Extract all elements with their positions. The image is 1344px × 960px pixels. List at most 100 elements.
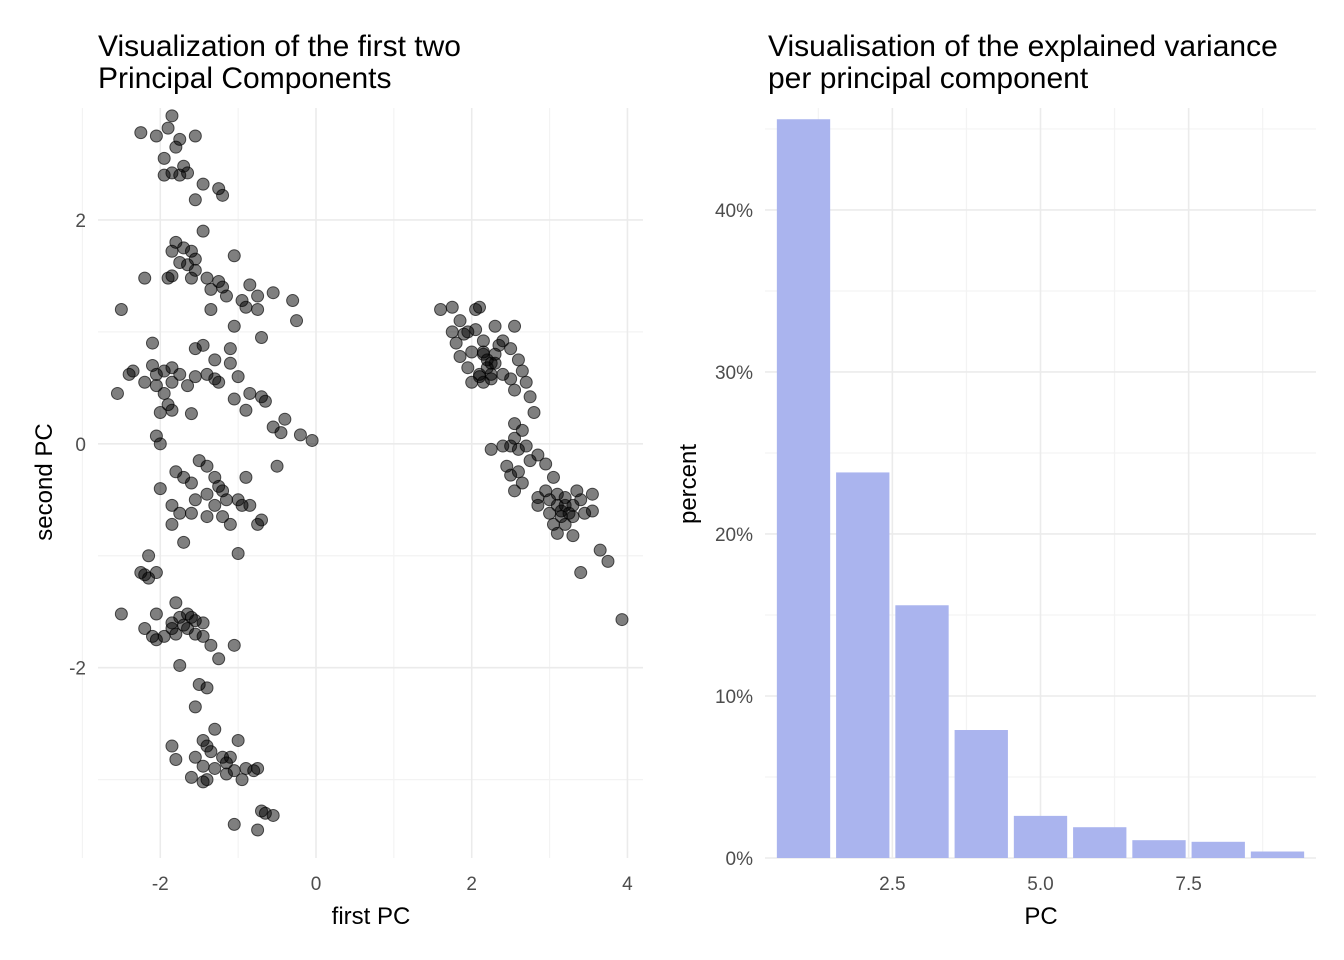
scatter-point <box>484 442 498 456</box>
scatter-point <box>142 549 156 563</box>
scatter-point <box>223 356 237 370</box>
scatter-point <box>527 405 541 419</box>
bar-x-axis-title: PC <box>1024 903 1057 930</box>
scatter-point <box>138 375 152 389</box>
scatter-point <box>554 504 568 518</box>
scatter-point <box>593 543 607 557</box>
scatter-point <box>476 345 490 359</box>
scatter-point <box>212 652 226 666</box>
bar-y-axis-title: percent <box>675 444 702 524</box>
bar-y-tick-label: 20% <box>715 525 753 546</box>
scatter-point <box>196 224 210 238</box>
scatter-y-tick-label: 0 <box>75 435 86 456</box>
scatter-tick-labels: -2 0 2 4 -2 0 2 <box>69 211 633 895</box>
scatter-point <box>165 739 179 753</box>
scatter-point <box>251 761 265 775</box>
scatter-point <box>231 547 245 561</box>
bar-title-line-2: per principal component <box>768 62 1089 95</box>
scatter-point <box>449 336 463 350</box>
scatter-point <box>266 808 280 822</box>
scatter-title-line-2: Principal Components <box>98 62 391 95</box>
scatter-point <box>496 439 510 453</box>
scatter-point <box>212 375 226 389</box>
bar-pc-8 <box>1191 841 1245 858</box>
scatter-point <box>208 761 222 775</box>
scatter-point <box>453 314 467 328</box>
scatter-x-tick-label: 4 <box>622 874 633 895</box>
scatter-x-tick-label: -2 <box>152 874 169 895</box>
scatter-point <box>574 493 588 507</box>
scatter-point <box>531 448 545 462</box>
scatter-title-line-1: Visualization of the first two <box>98 30 461 63</box>
scatter-point <box>519 375 533 389</box>
scatter-point <box>138 271 152 285</box>
scatter-point <box>227 817 241 831</box>
scatter-point <box>181 607 195 621</box>
scatter-point <box>484 367 498 381</box>
scatter-point <box>196 616 210 630</box>
scatter-point <box>566 510 580 524</box>
scatter-point <box>153 405 167 419</box>
scatter-point <box>461 361 475 375</box>
scatter-point <box>181 379 195 393</box>
scatter-point <box>188 750 202 764</box>
scatter-point <box>204 638 218 652</box>
scatter-point <box>270 459 284 473</box>
scatter-point <box>177 535 191 549</box>
bar-pc-2 <box>836 472 890 858</box>
scatter-point <box>184 476 198 490</box>
scatter-point <box>251 517 265 531</box>
scatter-point <box>550 526 564 540</box>
scatter-point <box>208 498 222 512</box>
scatter-point <box>305 433 319 447</box>
scatter-point <box>188 193 202 207</box>
scatter-point <box>181 166 195 180</box>
scatter-point <box>511 353 525 367</box>
scatter-point <box>196 775 210 789</box>
scatter-point <box>585 487 599 501</box>
scatter-point <box>149 607 163 621</box>
scatter-point <box>251 302 265 316</box>
scatter-point <box>255 330 268 344</box>
bar-bars <box>776 119 1305 858</box>
bar-pc-9 <box>1250 851 1305 858</box>
scatter-point <box>546 470 560 484</box>
scatter-point <box>165 622 179 636</box>
scatter-point <box>508 484 522 498</box>
scatter-point <box>235 498 249 512</box>
bar-y-tick-label: 0% <box>726 849 754 870</box>
scatter-point <box>488 319 502 333</box>
scatter-point <box>258 394 272 408</box>
scatter-point <box>110 386 124 400</box>
scatter-point <box>515 423 529 437</box>
scatter-point <box>165 375 179 389</box>
scatter-point <box>515 476 529 490</box>
scatter-point <box>188 342 202 356</box>
scatter-point <box>219 289 233 303</box>
scatter-point <box>473 370 486 384</box>
scatter-x-tick-label: 2 <box>466 874 477 895</box>
scatter-points <box>110 109 629 837</box>
scatter-point <box>223 517 237 531</box>
scatter-point <box>165 109 179 123</box>
scatter-point <box>138 622 152 636</box>
scatter-point <box>200 487 214 501</box>
scatter-y-tick-label: -2 <box>69 659 86 680</box>
scatter-point <box>169 752 183 766</box>
scatter-point <box>181 258 195 272</box>
scatter-point <box>566 529 580 543</box>
scatter-point <box>219 493 233 507</box>
scatter-point <box>504 342 518 356</box>
scatter-point <box>208 722 222 736</box>
scatter-point <box>165 498 179 512</box>
scatter-point <box>227 249 241 263</box>
scatter-point <box>165 269 179 283</box>
scatter-point <box>504 372 518 386</box>
scatter-point <box>239 300 253 314</box>
scatter-point <box>523 390 537 404</box>
scatter-point <box>515 364 529 378</box>
scatter-point <box>188 129 202 143</box>
scatter-point <box>445 325 459 339</box>
scatter-point <box>208 353 222 367</box>
scatter-point <box>274 426 288 440</box>
